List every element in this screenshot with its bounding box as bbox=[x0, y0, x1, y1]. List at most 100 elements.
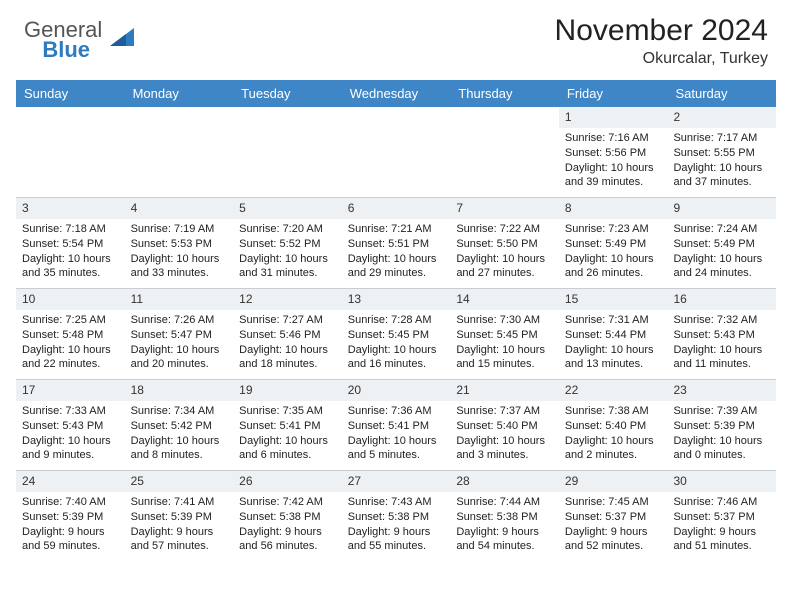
calendar-day: 27Sunrise: 7:43 AMSunset: 5:38 PMDayligh… bbox=[342, 471, 451, 561]
day-body: Sunrise: 7:32 AMSunset: 5:43 PMDaylight:… bbox=[667, 310, 776, 379]
daylight-line2: and 27 minutes. bbox=[456, 267, 553, 281]
day-number: 19 bbox=[233, 380, 342, 401]
daylight-line2: and 51 minutes. bbox=[673, 540, 770, 554]
calendar-day: 2Sunrise: 7:17 AMSunset: 5:55 PMDaylight… bbox=[667, 107, 776, 197]
day-number: 13 bbox=[342, 289, 451, 310]
daylight-line2: and 55 minutes. bbox=[348, 540, 445, 554]
sunset-text: Sunset: 5:49 PM bbox=[673, 238, 770, 252]
sunrise-text: Sunrise: 7:22 AM bbox=[456, 223, 553, 237]
sunset-text: Sunset: 5:45 PM bbox=[348, 329, 445, 343]
sunset-text: Sunset: 5:47 PM bbox=[131, 329, 228, 343]
sunrise-text: Sunrise: 7:33 AM bbox=[22, 405, 119, 419]
header: General Blue November 2024 Okurcalar, Tu… bbox=[16, 10, 776, 74]
page-title: November 2024 bbox=[555, 14, 768, 48]
day-number: 2 bbox=[667, 107, 776, 128]
sunset-text: Sunset: 5:43 PM bbox=[22, 420, 119, 434]
daylight-line2: and 2 minutes. bbox=[565, 449, 662, 463]
sunrise-text: Sunrise: 7:38 AM bbox=[565, 405, 662, 419]
sunrise-text: Sunrise: 7:39 AM bbox=[673, 405, 770, 419]
calendar-day: 3Sunrise: 7:18 AMSunset: 5:54 PMDaylight… bbox=[16, 198, 125, 288]
day-number: 17 bbox=[16, 380, 125, 401]
calendar-day: 10Sunrise: 7:25 AMSunset: 5:48 PMDayligh… bbox=[16, 289, 125, 379]
day-number: 4 bbox=[125, 198, 234, 219]
daylight-line2: and 29 minutes. bbox=[348, 267, 445, 281]
sunrise-text: Sunrise: 7:37 AM bbox=[456, 405, 553, 419]
daylight-line2: and 33 minutes. bbox=[131, 267, 228, 281]
sunrise-text: Sunrise: 7:20 AM bbox=[239, 223, 336, 237]
daylight-line1: Daylight: 9 hours bbox=[673, 526, 770, 540]
sunset-text: Sunset: 5:39 PM bbox=[22, 511, 119, 525]
day-number: 3 bbox=[16, 198, 125, 219]
daylight-line2: and 15 minutes. bbox=[456, 358, 553, 372]
sunrise-text: Sunrise: 7:17 AM bbox=[673, 132, 770, 146]
day-number: 26 bbox=[233, 471, 342, 492]
daylight-line1: Daylight: 10 hours bbox=[565, 435, 662, 449]
daylight-line2: and 35 minutes. bbox=[22, 267, 119, 281]
calendar-day: 17Sunrise: 7:33 AMSunset: 5:43 PMDayligh… bbox=[16, 380, 125, 470]
daylight-line2: and 24 minutes. bbox=[673, 267, 770, 281]
calendar-day: 23Sunrise: 7:39 AMSunset: 5:39 PMDayligh… bbox=[667, 380, 776, 470]
day-body: Sunrise: 7:33 AMSunset: 5:43 PMDaylight:… bbox=[16, 401, 125, 470]
day-body: Sunrise: 7:35 AMSunset: 5:41 PMDaylight:… bbox=[233, 401, 342, 470]
day-number: 27 bbox=[342, 471, 451, 492]
title-block: November 2024 Okurcalar, Turkey bbox=[555, 14, 768, 68]
daylight-line2: and 9 minutes. bbox=[22, 449, 119, 463]
daylight-line1: Daylight: 9 hours bbox=[348, 526, 445, 540]
day-body: Sunrise: 7:24 AMSunset: 5:49 PMDaylight:… bbox=[667, 219, 776, 288]
sunset-text: Sunset: 5:37 PM bbox=[565, 511, 662, 525]
day-body: Sunrise: 7:39 AMSunset: 5:39 PMDaylight:… bbox=[667, 401, 776, 470]
calendar-day bbox=[450, 107, 559, 197]
calendar-day: 30Sunrise: 7:46 AMSunset: 5:37 PMDayligh… bbox=[667, 471, 776, 561]
daylight-line1: Daylight: 10 hours bbox=[348, 253, 445, 267]
calendar-day: 18Sunrise: 7:34 AMSunset: 5:42 PMDayligh… bbox=[125, 380, 234, 470]
calendar-day: 6Sunrise: 7:21 AMSunset: 5:51 PMDaylight… bbox=[342, 198, 451, 288]
day-body: Sunrise: 7:19 AMSunset: 5:53 PMDaylight:… bbox=[125, 219, 234, 288]
sunrise-text: Sunrise: 7:16 AM bbox=[565, 132, 662, 146]
day-number: 5 bbox=[233, 198, 342, 219]
calendar-day bbox=[16, 107, 125, 197]
daylight-line2: and 56 minutes. bbox=[239, 540, 336, 554]
sunset-text: Sunset: 5:50 PM bbox=[456, 238, 553, 252]
sunset-text: Sunset: 5:38 PM bbox=[239, 511, 336, 525]
daylight-line2: and 0 minutes. bbox=[673, 449, 770, 463]
sunset-text: Sunset: 5:40 PM bbox=[456, 420, 553, 434]
calendar-day: 21Sunrise: 7:37 AMSunset: 5:40 PMDayligh… bbox=[450, 380, 559, 470]
daylight-line1: Daylight: 10 hours bbox=[456, 344, 553, 358]
daylight-line1: Daylight: 10 hours bbox=[239, 344, 336, 358]
daylight-line2: and 11 minutes. bbox=[673, 358, 770, 372]
day-number: 23 bbox=[667, 380, 776, 401]
day-body: Sunrise: 7:46 AMSunset: 5:37 PMDaylight:… bbox=[667, 492, 776, 561]
calendar-day: 7Sunrise: 7:22 AMSunset: 5:50 PMDaylight… bbox=[450, 198, 559, 288]
calendar-day: 19Sunrise: 7:35 AMSunset: 5:41 PMDayligh… bbox=[233, 380, 342, 470]
daylight-line2: and 5 minutes. bbox=[348, 449, 445, 463]
daylight-line1: Daylight: 10 hours bbox=[239, 435, 336, 449]
daylight-line1: Daylight: 10 hours bbox=[131, 253, 228, 267]
sunrise-text: Sunrise: 7:24 AM bbox=[673, 223, 770, 237]
day-body: Sunrise: 7:36 AMSunset: 5:41 PMDaylight:… bbox=[342, 401, 451, 470]
day-body: Sunrise: 7:20 AMSunset: 5:52 PMDaylight:… bbox=[233, 219, 342, 288]
calendar-day: 11Sunrise: 7:26 AMSunset: 5:47 PMDayligh… bbox=[125, 289, 234, 379]
day-body: Sunrise: 7:38 AMSunset: 5:40 PMDaylight:… bbox=[559, 401, 668, 470]
daylight-line1: Daylight: 10 hours bbox=[565, 253, 662, 267]
calendar-day bbox=[125, 107, 234, 197]
dow-saturday: Saturday bbox=[667, 80, 776, 107]
sunrise-text: Sunrise: 7:18 AM bbox=[22, 223, 119, 237]
calendar-day: 14Sunrise: 7:30 AMSunset: 5:45 PMDayligh… bbox=[450, 289, 559, 379]
daylight-line1: Daylight: 10 hours bbox=[565, 162, 662, 176]
sunset-text: Sunset: 5:41 PM bbox=[239, 420, 336, 434]
dow-thursday: Thursday bbox=[450, 80, 559, 107]
calendar-week: 1Sunrise: 7:16 AMSunset: 5:56 PMDaylight… bbox=[16, 107, 776, 198]
daylight-line1: Daylight: 10 hours bbox=[565, 344, 662, 358]
sunset-text: Sunset: 5:46 PM bbox=[239, 329, 336, 343]
sunset-text: Sunset: 5:44 PM bbox=[565, 329, 662, 343]
dow-wednesday: Wednesday bbox=[342, 80, 451, 107]
daylight-line1: Daylight: 10 hours bbox=[673, 435, 770, 449]
calendar-weeks: 1Sunrise: 7:16 AMSunset: 5:56 PMDaylight… bbox=[16, 107, 776, 561]
sunrise-text: Sunrise: 7:30 AM bbox=[456, 314, 553, 328]
daylight-line1: Daylight: 10 hours bbox=[348, 344, 445, 358]
calendar-day bbox=[342, 107, 451, 197]
sunset-text: Sunset: 5:37 PM bbox=[673, 511, 770, 525]
sunset-text: Sunset: 5:41 PM bbox=[348, 420, 445, 434]
day-number: 29 bbox=[559, 471, 668, 492]
day-body: Sunrise: 7:30 AMSunset: 5:45 PMDaylight:… bbox=[450, 310, 559, 379]
